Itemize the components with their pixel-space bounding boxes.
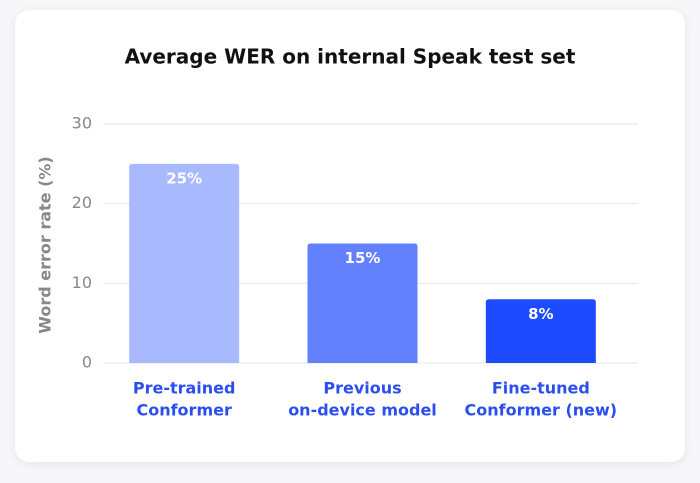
y-tick-label: 30 xyxy=(72,114,92,133)
x-tick-label: Previous xyxy=(323,379,401,398)
bar xyxy=(129,163,240,363)
value-label: 25% xyxy=(166,169,202,187)
card xyxy=(15,10,685,462)
bar xyxy=(307,243,418,363)
x-tick-label: Fine-tuned xyxy=(492,379,590,398)
x-tick-label: Pre-trained xyxy=(133,379,236,398)
x-tick-label: Conformer xyxy=(136,401,231,420)
bar xyxy=(485,299,596,363)
x-tick-label: on-device model xyxy=(288,401,437,420)
value-label: 15% xyxy=(345,249,381,267)
y-tick-label: 10 xyxy=(72,273,92,292)
y-tick-label: 20 xyxy=(72,193,92,212)
value-label: 8% xyxy=(528,305,553,323)
y-axis-label: Word error rate (%) xyxy=(36,156,55,333)
y-tick-label: 0 xyxy=(82,353,92,372)
x-tick-label: Conformer (new) xyxy=(465,401,618,420)
chart-title: Average WER on internal Speak test set xyxy=(125,45,576,69)
